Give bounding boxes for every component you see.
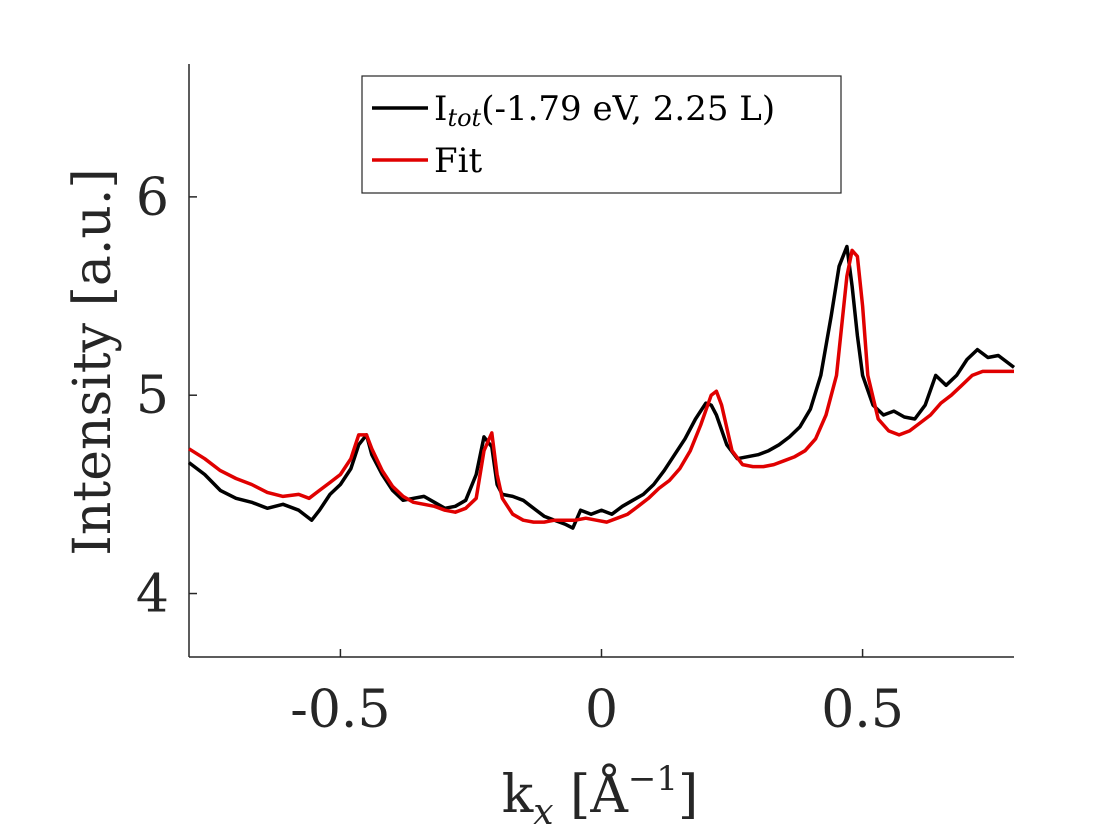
legend-box xyxy=(361,75,842,194)
y-tick-label: 5 xyxy=(136,366,169,426)
x-axis-label-close: ] xyxy=(678,765,698,825)
y-tick-label: 6 xyxy=(136,168,169,228)
legend-entry-data: Itot(-1.79 eV, 2.25 L) xyxy=(434,89,775,132)
axes: -0.5 0 0.5 4 5 6 xyxy=(136,64,1014,740)
x-axis-label: kx [Å−1] xyxy=(502,759,699,833)
x-axis-label-sub: x xyxy=(533,792,553,833)
x-tick-label: 0.5 xyxy=(821,680,904,740)
y-tick-label: 4 xyxy=(136,565,169,625)
legend: Itot(-1.79 eV, 2.25 L) Fit xyxy=(361,75,842,194)
x-axis-label-sup: −1 xyxy=(628,759,678,799)
series-line-fit xyxy=(188,248,1014,524)
x-axis-label-main: k xyxy=(502,765,534,825)
y-axis-label: Intensity [a.u.] xyxy=(63,168,123,555)
x-tick-label: -0.5 xyxy=(290,680,390,740)
series-line-data xyxy=(187,244,1016,530)
legend-entry-fit: Fit xyxy=(434,141,482,181)
series-group xyxy=(187,244,1016,530)
legend-entry-data-rest: (-1.79 eV, 2.25 L) xyxy=(481,89,775,129)
legend-entry-data-sub: tot xyxy=(447,104,481,132)
legend-entry-data-main: I xyxy=(434,89,447,129)
x-tick-label: 0 xyxy=(585,680,618,740)
x-axis-label-rest: [Å xyxy=(554,763,630,825)
